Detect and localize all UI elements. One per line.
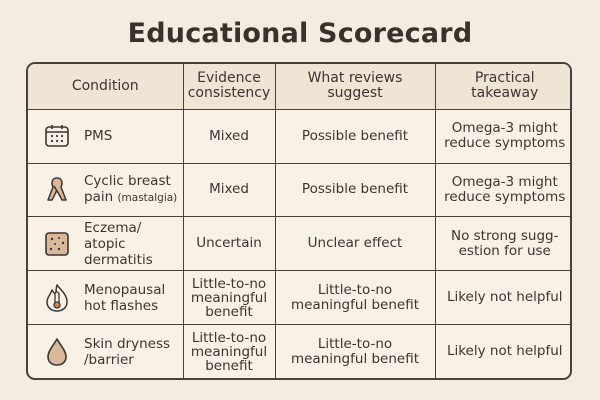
- evidence-cell: Mixed: [182, 108, 276, 164]
- takeaway-cell: Likely not helpful: [434, 270, 570, 326]
- takeaway-cell: No strong sugg-estion for use: [434, 216, 570, 272]
- condition-label: Skin dryness /barrier: [84, 335, 171, 368]
- page-title: Educational Scorecard: [127, 18, 473, 49]
- scorecard-table-card: Condition Evidence consistency What revi…: [26, 62, 572, 380]
- condition-cell: Cyclic breast pain (mastalgia): [28, 162, 184, 218]
- reviews-cell: Unclear effect: [274, 216, 436, 272]
- evidence-cell: Mixed: [182, 162, 276, 218]
- condition-label: Cyclic breast pain: [84, 173, 171, 206]
- condition-note: (mastalgia): [117, 192, 178, 205]
- takeaway-cell: Omega-3 might reduce symptoms: [434, 108, 570, 164]
- skin-patch-icon: [42, 229, 72, 259]
- table-row: Menopausal hot flashes Little-to-no mean…: [28, 270, 570, 326]
- condition-label: Eczema/ atopic dermatitis: [84, 219, 153, 268]
- table-row: Cyclic breast pain (mastalgia) Mixed Pos…: [28, 162, 570, 218]
- reviews-cell: Little-to-no meaningful benefit: [274, 324, 436, 378]
- droplet-icon: [42, 337, 72, 367]
- ribbon-icon: [42, 175, 72, 205]
- column-header-condition: Condition: [28, 64, 184, 110]
- condition-cell: Eczema/ atopic dermatitis: [28, 216, 184, 272]
- thermometer-flame-icon: [42, 283, 72, 313]
- evidence-cell: Uncertain: [182, 216, 276, 272]
- column-header-takeaway: Practical takeaway: [434, 64, 570, 110]
- evidence-cell: Little-to-no meaningful benefit: [182, 270, 276, 326]
- reviews-cell: Possible benefit: [274, 162, 436, 218]
- table-header-row: Condition Evidence consistency What revi…: [28, 64, 570, 110]
- table-row: PMS Mixed Possible benefit Omega-3 might…: [28, 108, 570, 164]
- reviews-cell: Possible benefit: [274, 108, 436, 164]
- condition-cell: Menopausal hot flashes: [28, 270, 184, 326]
- table-row: Eczema/ atopic dermatitis Uncertain Uncl…: [28, 216, 570, 272]
- takeaway-cell: Omega-3 might reduce symptoms: [434, 162, 570, 218]
- reviews-cell: Little-to-no meaningful benefit: [274, 270, 436, 326]
- condition-cell: Skin dryness /barrier: [28, 324, 184, 378]
- takeaway-cell: Likely not helpful: [434, 324, 570, 378]
- condition-label: Menopausal hot flashes: [84, 281, 166, 314]
- column-header-reviews: What reviews suggest: [274, 64, 436, 110]
- calendar-icon: [42, 121, 72, 151]
- condition-label: PMS: [84, 128, 113, 145]
- scorecard-table: Condition Evidence consistency What revi…: [28, 64, 570, 378]
- column-header-evidence: Evidence consistency: [182, 64, 276, 110]
- table-row: Skin dryness /barrier Little-to-no meani…: [28, 324, 570, 378]
- condition-cell: PMS: [28, 108, 184, 164]
- evidence-cell: Little-to-no meaningful benefit: [182, 324, 276, 378]
